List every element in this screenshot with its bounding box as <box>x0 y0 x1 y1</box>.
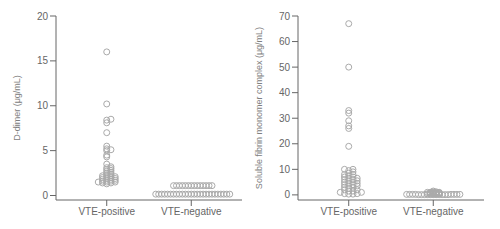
svg-text:0: 0 <box>42 190 48 201</box>
svg-text:40: 40 <box>279 87 291 98</box>
svg-text:VTE-positive: VTE-positive <box>320 206 377 217</box>
svg-text:5: 5 <box>42 145 48 156</box>
svg-text:VTE-negative: VTE-negative <box>161 206 222 217</box>
svg-text:VTE-negative: VTE-negative <box>403 206 464 217</box>
svg-text:70: 70 <box>279 11 291 22</box>
svg-text:D-dimer (μg/mL): D-dimer (μg/mL) <box>12 75 22 141</box>
svg-text:0: 0 <box>284 189 290 200</box>
svg-text:20: 20 <box>37 11 49 22</box>
svg-text:50: 50 <box>279 62 291 73</box>
svg-text:15: 15 <box>37 55 49 66</box>
svg-text:60: 60 <box>279 36 291 47</box>
svg-text:20: 20 <box>279 138 291 149</box>
svg-text:10: 10 <box>279 164 291 175</box>
svg-text:Soluble fibrin monomer complex: Soluble fibrin monomer complex (μg/mL) <box>254 27 264 189</box>
svg-text:VTE-positive: VTE-positive <box>78 206 135 217</box>
svg-text:10: 10 <box>37 100 49 111</box>
svg-text:30: 30 <box>279 113 291 124</box>
